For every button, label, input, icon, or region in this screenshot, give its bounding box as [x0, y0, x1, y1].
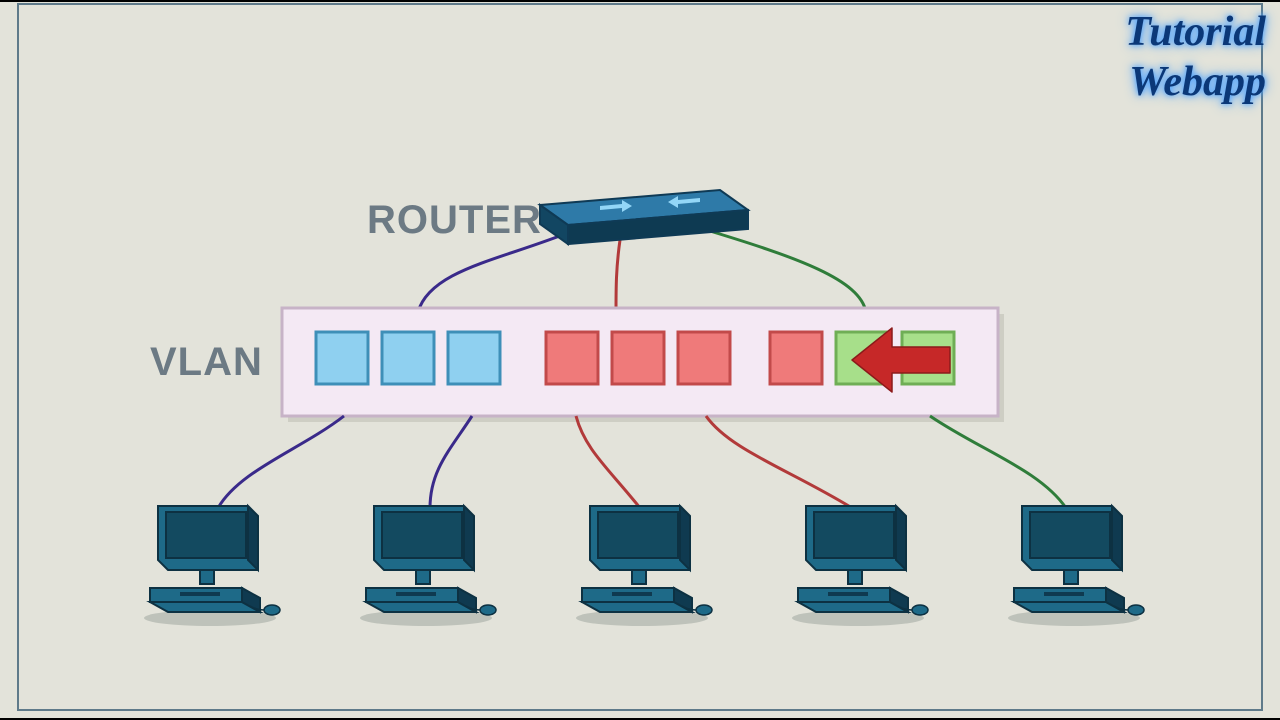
watermark-line1: Tutorial — [1125, 8, 1266, 56]
router-label: ROUTER — [367, 198, 542, 243]
watermark-line2: Webapp — [1129, 58, 1266, 106]
vlan-label: VLAN — [150, 340, 263, 385]
diagram-stage: ROUTER VLAN Tutorial Webapp — [0, 0, 1280, 720]
